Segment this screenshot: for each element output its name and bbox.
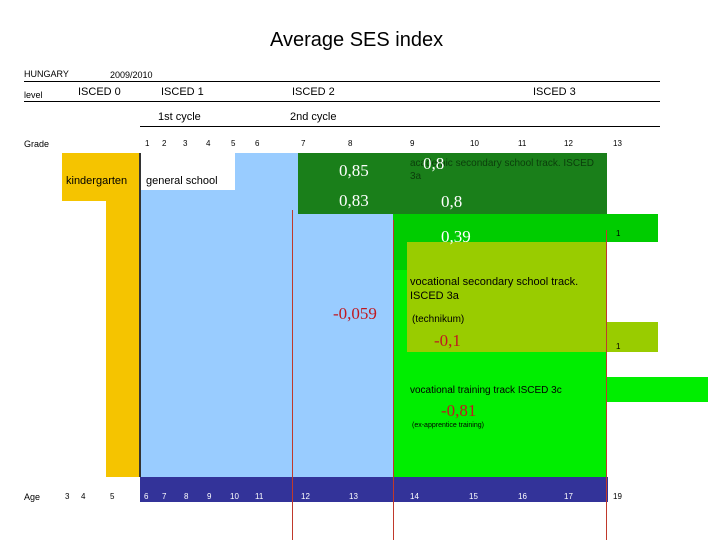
- age-bar: [140, 477, 608, 502]
- grade-7: 7: [301, 139, 306, 148]
- academic-ext-block: [393, 214, 658, 242]
- academic-ext-left: [393, 242, 407, 270]
- training-track-label: vocational training track ISCED 3c: [410, 385, 562, 396]
- age-17: 17: [564, 492, 573, 501]
- general-value: -0,059: [333, 304, 377, 323]
- grade-label: Grade: [24, 139, 50, 149]
- isced3-label: ISCED 3: [533, 86, 576, 98]
- age-16: 16: [518, 492, 527, 501]
- gen-upper-green: [298, 153, 408, 190]
- grade-2: 2: [162, 139, 167, 148]
- kindergarten-general-divider: [139, 153, 141, 477]
- grade-13: 13: [613, 139, 622, 148]
- age-4: 4: [81, 492, 86, 501]
- kindergarten-block: [106, 153, 140, 477]
- gen-lower-value: 0,83: [339, 191, 369, 210]
- grade-11: 11: [518, 139, 527, 148]
- acad-upper-value: 0,8: [423, 154, 445, 173]
- age-3: 3: [65, 492, 70, 501]
- vocational-value: -0,1: [434, 331, 461, 350]
- level-label: level: [24, 90, 43, 100]
- grade-8: 8: [348, 139, 353, 148]
- grade-3: 3: [183, 139, 188, 148]
- age-9: 9: [207, 492, 212, 501]
- acad-lower-value: 0,8: [441, 192, 463, 211]
- chart-title: Average SES index: [270, 29, 444, 51]
- grade-5: 5: [231, 139, 236, 148]
- age-7: 7: [162, 492, 167, 501]
- grade-4: 4: [206, 139, 211, 148]
- divider-line-2: [393, 220, 394, 540]
- cycle-rule: [140, 126, 660, 127]
- age-13: 13: [349, 492, 358, 501]
- training-main-block: [407, 352, 607, 477]
- apprentice-label: (ex-apprentice training): [412, 422, 484, 429]
- isced1-label: ISCED 1: [161, 86, 204, 98]
- technikum-label: (technikum): [412, 314, 465, 325]
- grade-10: 10: [470, 139, 479, 148]
- academic-block: [393, 153, 607, 214]
- age-label: Age: [24, 492, 41, 502]
- age-11: 11: [255, 492, 264, 501]
- age-10: 10: [230, 492, 239, 501]
- level-rule: [24, 101, 660, 102]
- vocational-block: [407, 242, 607, 352]
- acad-ext-value: 0,39: [441, 227, 471, 246]
- age-5: 5: [110, 492, 115, 501]
- isced0-label: ISCED 0: [78, 86, 121, 98]
- gen-upper-value: 0,85: [339, 161, 369, 180]
- general-school-label: general school: [146, 175, 218, 187]
- grade-1: 1: [145, 139, 150, 148]
- cycle2-label: 2nd cycle: [290, 111, 337, 123]
- training-value: -0,81: [441, 401, 477, 420]
- cycle1-label: 1st cycle: [158, 111, 201, 123]
- training-block: [393, 270, 407, 477]
- grade-12: 12: [564, 139, 573, 148]
- academic-track-label: academic secondary school track. ISCED 3…: [410, 157, 595, 183]
- one-marker-b: 1: [616, 342, 621, 351]
- age-8: 8: [184, 492, 189, 501]
- training-ext-block: [607, 377, 708, 402]
- divider-line-1: [292, 210, 293, 540]
- vocational-track-label: vocational secondary school track. ISCED…: [410, 275, 600, 304]
- kindergarten-label: kindergarten: [66, 175, 128, 187]
- vocational-ext-block: [607, 322, 658, 352]
- divider-line-3: [606, 230, 607, 540]
- gen-lower-green: [298, 190, 393, 214]
- age-14: 14: [410, 492, 419, 501]
- age-6: 6: [144, 492, 149, 501]
- age-12: 12: [301, 492, 310, 501]
- age-19: 19: [613, 492, 622, 501]
- age-15: 15: [469, 492, 478, 501]
- header-rule: [24, 81, 660, 82]
- one-marker-a: 1: [616, 229, 621, 238]
- vocational-track-text: vocational secondary school track. ISCED…: [410, 276, 579, 303]
- general-school-block: [140, 190, 393, 477]
- year-label: 2009/2010: [110, 70, 153, 80]
- academic-track-text: academic secondary school track. ISCED 3…: [410, 158, 594, 182]
- kindergarten-top-strip: [62, 153, 106, 201]
- grade-9: 9: [410, 139, 415, 148]
- grade-6: 6: [255, 139, 260, 148]
- isced2-label: ISCED 2: [292, 86, 335, 98]
- country-label: HUNGARY: [24, 69, 69, 79]
